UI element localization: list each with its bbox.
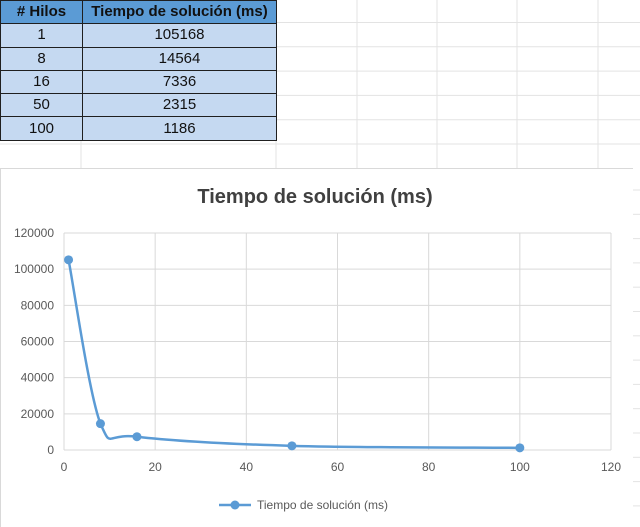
legend-marker-icon (230, 500, 240, 510)
x-tick-label: 60 (331, 460, 345, 474)
cell-hilos[interactable]: 8 (0, 46, 83, 71)
x-tick-label: 80 (422, 460, 436, 474)
x-tick-label: 40 (240, 460, 254, 474)
x-tick-label: 100 (510, 460, 530, 474)
table-row: 1 105168 (0, 23, 277, 48)
legend-label: Tiempo de solución (ms) (257, 498, 388, 512)
cell-hilos[interactable]: 1 (0, 23, 83, 48)
chart-gridlines (63, 232, 612, 451)
chart-area[interactable]: Tiempo de solución (ms) 0 20000 40000 60000… (0, 168, 633, 527)
chart-svg: Tiempo de solución (ms) 0 20000 40000 60000… (14, 186, 621, 512)
series-line (67, 259, 520, 450)
cell-tiempo[interactable]: 7336 (82, 69, 277, 95)
data-point[interactable] (515, 443, 525, 453)
cell-hilos[interactable]: 16 (0, 69, 83, 95)
data-point[interactable] (132, 432, 142, 442)
data-point[interactable] (95, 419, 105, 429)
cell-hilos[interactable]: 100 (0, 116, 83, 141)
cell-hilos[interactable]: 50 (0, 93, 83, 118)
y-tick-label: 60000 (21, 335, 55, 349)
table-header-row: # Hilos Tiempo de solución (ms) (0, 0, 277, 25)
y-tick-label: 40000 (21, 371, 55, 385)
table-row: 50 2315 (0, 93, 277, 118)
x-tick-label: 20 (148, 460, 162, 474)
header-tiempo[interactable]: Tiempo de solución (ms) (82, 0, 277, 25)
data-table: # Hilos Tiempo de solución (ms) 1 105168… (0, 0, 277, 141)
axis-tick-labels: 0 20000 40000 60000 80000 100000 120000 0 20 40 60… (14, 226, 621, 474)
table-row: 8 14564 (0, 46, 277, 71)
header-hilos[interactable]: # Hilos (0, 0, 83, 25)
data-point[interactable] (64, 255, 74, 265)
series-points (64, 255, 525, 453)
legend[interactable]: Tiempo de solución (ms) (219, 498, 388, 512)
x-tick-label: 120 (601, 460, 621, 474)
data-point[interactable] (287, 441, 297, 451)
cell-tiempo[interactable]: 105168 (82, 23, 277, 48)
y-tick-label: 0 (47, 443, 54, 457)
cell-tiempo[interactable]: 1186 (82, 116, 277, 141)
chart-title: Tiempo de solución (ms) (197, 186, 432, 208)
x-tick-label: 0 (61, 460, 68, 474)
table-row: 100 1186 (0, 116, 277, 141)
table-row: 16 7336 (0, 69, 277, 95)
y-tick-label: 120000 (14, 226, 54, 240)
cell-tiempo[interactable]: 14564 (82, 46, 277, 71)
y-tick-label: 100000 (14, 262, 54, 276)
cell-tiempo[interactable]: 2315 (82, 93, 277, 118)
y-tick-label: 80000 (21, 298, 55, 312)
y-tick-label: 20000 (21, 407, 55, 421)
